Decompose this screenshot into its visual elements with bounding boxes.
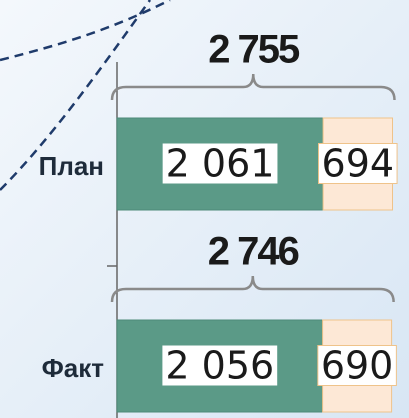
category-label: Факт bbox=[42, 353, 105, 383]
category-label: План bbox=[39, 151, 104, 181]
value-label-box bbox=[318, 143, 398, 184]
total-label: 2 755 bbox=[208, 28, 300, 72]
total-brace bbox=[110, 275, 395, 303]
decor-curve bbox=[0, 0, 152, 191]
total-label: 2 746 bbox=[208, 230, 299, 274]
value-label: 690 bbox=[321, 344, 394, 388]
value-label: 2 061 bbox=[166, 142, 275, 186]
decor-curve bbox=[0, 0, 171, 62]
value-label: 694 bbox=[322, 142, 395, 186]
total-brace bbox=[110, 73, 396, 101]
value-label-box bbox=[162, 143, 278, 184]
value-label-box bbox=[317, 345, 397, 386]
value-label-box bbox=[162, 345, 278, 386]
value-label: 2 056 bbox=[165, 344, 274, 388]
bar-segment bbox=[116, 117, 324, 211]
